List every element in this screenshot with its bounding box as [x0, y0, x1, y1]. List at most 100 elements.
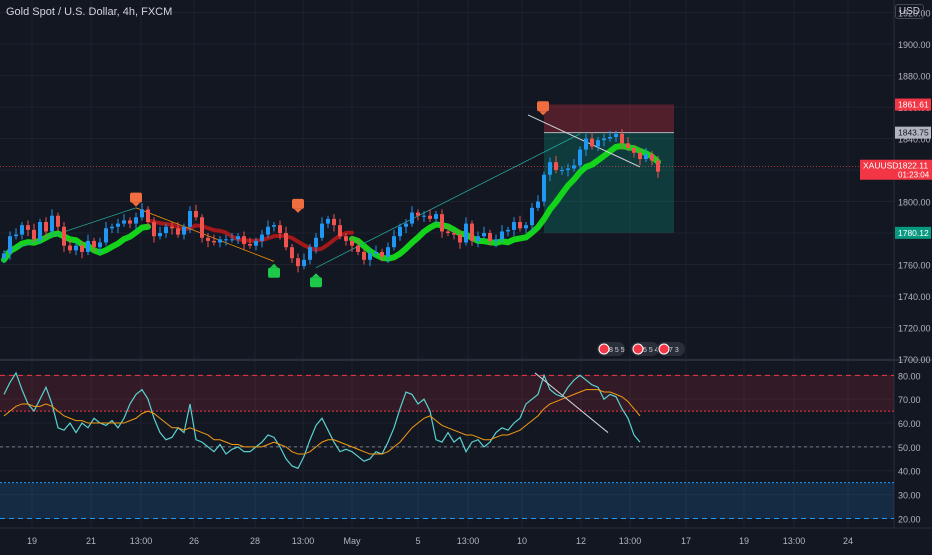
candle-body — [458, 234, 462, 243]
candle-body — [302, 259, 306, 267]
candle-body — [128, 220, 132, 224]
candle — [224, 234, 228, 246]
event-icon-label: 5 5 4 — [643, 347, 659, 354]
candle — [578, 146, 582, 171]
candle-body — [38, 222, 42, 240]
candle — [518, 215, 522, 232]
candle-body — [500, 231, 504, 240]
candle-body — [110, 226, 114, 229]
candle — [98, 237, 102, 254]
candle — [416, 209, 420, 221]
time-tick-label: 10 — [517, 536, 527, 546]
time-tick-label: 13:00 — [783, 536, 806, 546]
candle-body — [68, 245, 72, 251]
candle — [74, 242, 78, 256]
price-tick-label: 1880.00 — [898, 72, 931, 82]
event-icon-label: 7 3 — [669, 347, 679, 354]
candle — [200, 214, 204, 243]
candle-body — [278, 225, 282, 234]
sell-signal-marker — [537, 101, 549, 116]
candle — [506, 226, 510, 237]
candle — [572, 159, 576, 172]
candle — [368, 248, 372, 267]
candle-body — [656, 160, 660, 172]
buy-signal-marker — [310, 273, 322, 288]
buy-signal-pointer — [312, 273, 320, 278]
candle-body — [596, 140, 600, 147]
candle — [188, 206, 192, 234]
candle-body — [260, 234, 264, 241]
candle — [356, 239, 360, 256]
candle-body — [56, 215, 60, 227]
price-tick-label: 1740.00 — [898, 292, 931, 302]
candle-body — [344, 236, 348, 241]
sell-signal-pointer — [132, 202, 140, 207]
time-tick-label: 5 — [415, 536, 420, 546]
candle — [398, 223, 402, 241]
candle — [494, 234, 498, 248]
candle-body — [242, 236, 246, 245]
candle — [26, 220, 30, 237]
candle — [584, 133, 588, 156]
oscillator-signal-line — [3, 389, 641, 455]
candle — [170, 222, 174, 235]
candle-body — [236, 236, 240, 240]
candle — [182, 223, 186, 240]
candle-body — [62, 226, 66, 246]
candle — [128, 217, 132, 229]
trend-band-up — [1, 223, 151, 263]
candle-body — [92, 240, 96, 248]
candle — [8, 231, 12, 260]
candle-body — [602, 138, 606, 141]
currency-selector[interactable]: USD — [894, 4, 924, 19]
candle-body — [296, 258, 300, 267]
candle-body — [122, 220, 126, 224]
oversold-zone — [0, 482, 894, 519]
osc-tick-label: 30.00 — [898, 491, 921, 501]
candle — [638, 148, 642, 166]
candle — [554, 155, 558, 174]
price-tick-label: 1720.00 — [898, 324, 931, 334]
target-price-tag: 1780.12 — [895, 226, 931, 239]
candle-body — [566, 168, 570, 171]
osc-tick-label: 80.00 — [898, 371, 921, 381]
candle — [338, 218, 342, 240]
candle-body — [446, 231, 450, 234]
candle — [410, 206, 414, 227]
candle-body — [380, 251, 384, 257]
candle-body — [542, 174, 546, 202]
osc-tick-label: 70.00 — [898, 395, 921, 405]
candle-body — [212, 240, 216, 243]
candle — [452, 229, 456, 240]
osc-tick-label: 20.00 — [898, 514, 921, 524]
candle-body — [338, 225, 342, 237]
candle — [620, 129, 624, 150]
current-price-tag-bg — [860, 159, 932, 180]
sell-signal-body — [292, 198, 304, 209]
candles — [2, 129, 660, 273]
candle-body — [116, 223, 120, 227]
candle-body — [224, 239, 228, 241]
candle-body — [326, 218, 330, 224]
event-icon: 5 5 4 — [631, 342, 659, 356]
candle-body — [572, 165, 576, 169]
candle-body — [428, 215, 432, 219]
sell-signal-body — [130, 192, 142, 203]
buy-signal-marker — [268, 263, 280, 278]
candle-body — [182, 226, 186, 235]
candle-body — [386, 247, 390, 257]
candle — [386, 242, 390, 263]
price-tick-label: 1900.00 — [898, 40, 931, 50]
candle-body — [20, 225, 24, 235]
candle — [350, 236, 354, 252]
candle-body — [146, 209, 150, 223]
candle-body — [392, 236, 396, 248]
candle — [536, 195, 540, 211]
candle — [560, 166, 564, 175]
candle — [446, 225, 450, 237]
candle-body — [200, 217, 204, 238]
time-tick-label: 19 — [739, 536, 749, 546]
trend-band-up — [349, 142, 661, 262]
sell-signal-body — [537, 101, 549, 112]
